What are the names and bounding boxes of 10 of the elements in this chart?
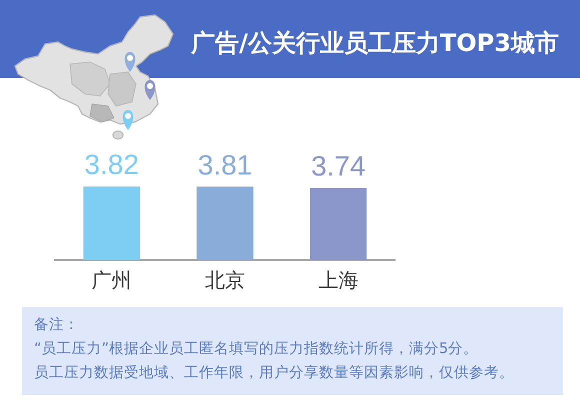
x-tick-label: 广州 bbox=[92, 268, 132, 292]
x-tick-label: 上海 bbox=[318, 268, 358, 292]
text: 员工压力数据受地域、工作年限，用户分享数量等因素影响，仅供参考。 bbox=[34, 364, 514, 383]
data-label: 3.82 bbox=[84, 149, 139, 180]
data-label: 3.81 bbox=[198, 149, 252, 180]
text: “员工压力”根据企业员工匿名填写的压力指数统计所得，满分5分。 bbox=[34, 340, 478, 359]
x-tick-label: 北京 bbox=[205, 268, 245, 292]
data-label: 3.74 bbox=[311, 150, 366, 182]
chart-title: 广告/公关行业员工压力TOP3城市 bbox=[190, 28, 560, 58]
text: 备注： bbox=[34, 316, 79, 335]
